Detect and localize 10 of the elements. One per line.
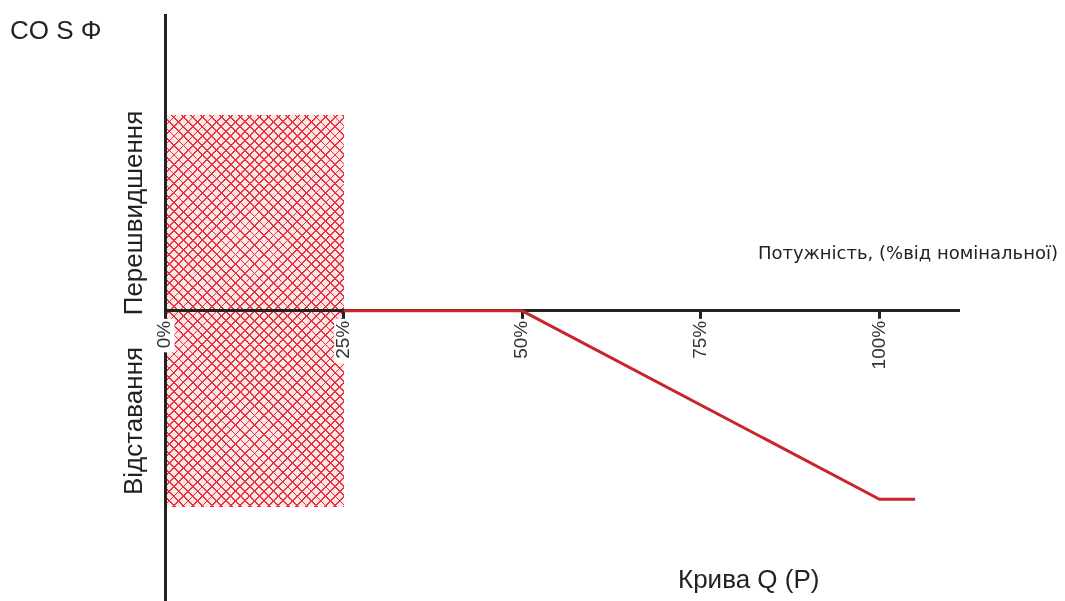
text: Перешвидшення bbox=[118, 110, 148, 316]
x-axis-title: Потужність, (%від номінальної) bbox=[757, 242, 1058, 263]
text: Крива Q (P) bbox=[678, 564, 820, 594]
x-tick-label: 0% bbox=[153, 320, 175, 349]
text: CO S Φ bbox=[10, 15, 102, 45]
x-tick-label: 75% bbox=[689, 320, 711, 359]
text: Відставання bbox=[118, 346, 148, 495]
x-tick-label: 50% bbox=[510, 320, 532, 359]
x-tick-label: 100% bbox=[867, 320, 889, 370]
x-tick-label: 25% bbox=[331, 320, 353, 359]
